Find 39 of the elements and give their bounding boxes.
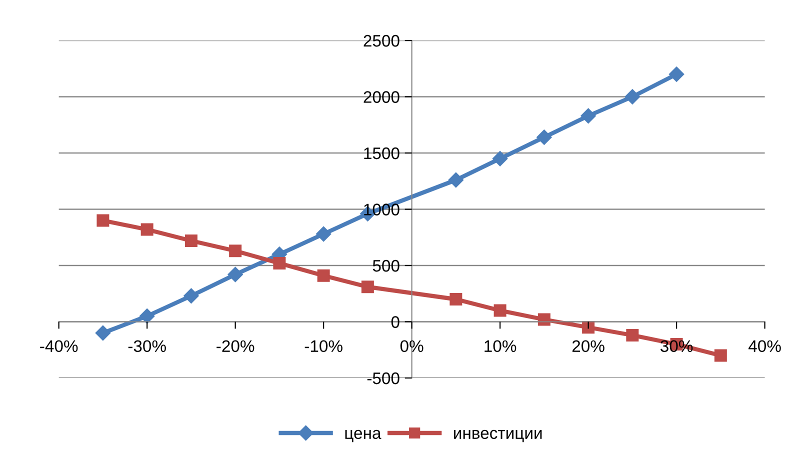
y-tick-label: 2500 (364, 34, 400, 47)
point (317, 269, 330, 282)
legend-label: инвестиции (454, 430, 542, 442)
x-tick-label: -20% (216, 340, 254, 352)
point (450, 293, 462, 306)
point (448, 172, 464, 188)
point (492, 151, 508, 166)
point (273, 257, 286, 270)
point (229, 244, 242, 258)
point (536, 130, 552, 145)
point (714, 349, 727, 362)
x-tick-label: 10% (484, 340, 516, 352)
x-tick-label: 20% (572, 340, 604, 352)
point (96, 214, 110, 227)
x-tick-label: -40% (40, 340, 78, 352)
x-tick-label: 40% (748, 340, 781, 352)
y-tick-label: 1000 (364, 204, 400, 216)
legend-label: цена (345, 430, 382, 442)
point (184, 288, 199, 304)
y-tick-label: -500 (367, 372, 400, 384)
point (624, 89, 640, 104)
point (361, 280, 374, 294)
x-tick-label: -10% (304, 340, 342, 352)
y-tick-label: 500 (372, 260, 400, 272)
x-tick-label: 0% (400, 340, 424, 352)
point (184, 234, 198, 247)
point (95, 325, 111, 341)
point (140, 223, 154, 236)
point (580, 108, 596, 124)
x-tick-label: -30% (128, 340, 166, 352)
point (494, 304, 506, 317)
y-tick-label: 1500 (364, 147, 400, 160)
point (316, 226, 332, 242)
point (140, 308, 155, 324)
point (626, 329, 639, 342)
y-tick-label: 0 (391, 316, 400, 328)
point (228, 266, 243, 282)
y-tick-label: 2000 (364, 91, 400, 103)
point (668, 66, 684, 82)
